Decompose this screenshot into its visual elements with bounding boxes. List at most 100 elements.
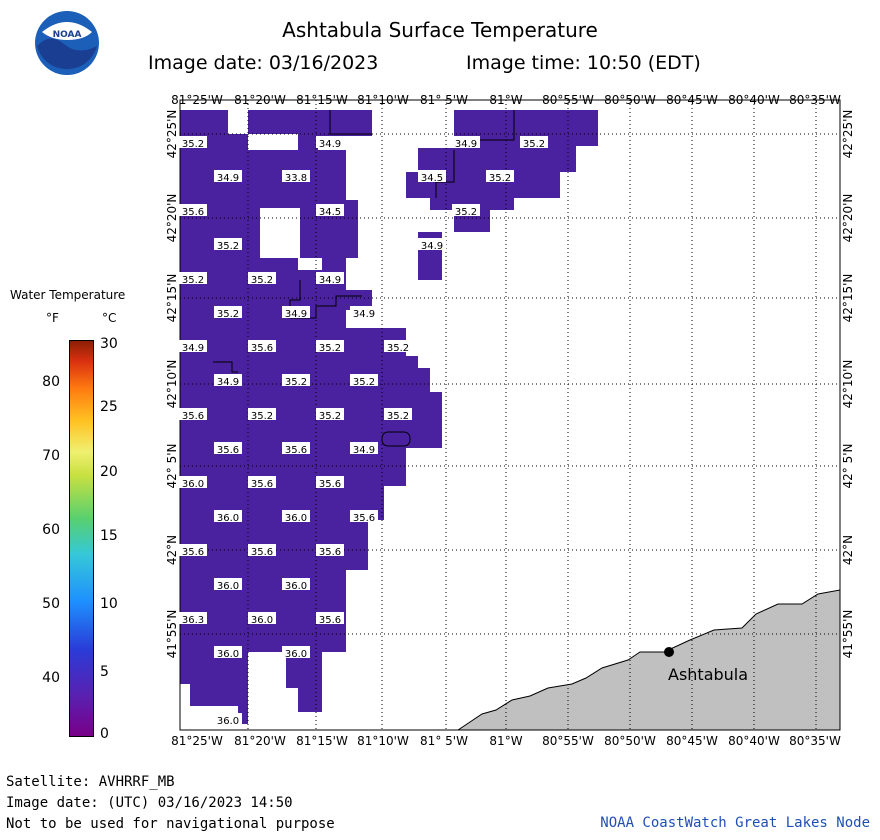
sst-label: 35.2 bbox=[489, 173, 511, 184]
sst-label: 35.2 bbox=[217, 241, 239, 252]
lon-bottom-label: 80°55'W bbox=[542, 734, 594, 748]
lat-right-label: 42°20'N bbox=[841, 194, 855, 243]
city-marker bbox=[664, 647, 674, 657]
sst-label-box bbox=[214, 442, 242, 454]
credit-text: NOAA CoastWatch Great Lakes Node bbox=[600, 815, 870, 831]
sst-label: 35.2 bbox=[217, 309, 239, 320]
sst-label: 35.2 bbox=[387, 343, 409, 354]
sst-label-box bbox=[452, 204, 480, 216]
lon-bottom-label: 80°45'W bbox=[666, 734, 718, 748]
image-time: Image time: 10:50 (EDT) bbox=[466, 52, 701, 74]
c-tick: 0 bbox=[100, 726, 109, 742]
sst-label: 35.6 bbox=[251, 343, 273, 354]
legend-unit-f: °F bbox=[46, 311, 59, 325]
legend-title: Water Temperature bbox=[10, 288, 126, 302]
lat-right-label: 41°55'N bbox=[841, 610, 855, 659]
sst-label-box bbox=[214, 713, 242, 725]
sst-label: 34.9 bbox=[353, 445, 375, 456]
sst-label-box bbox=[179, 340, 207, 352]
lon-top-label: 80°45'W bbox=[666, 93, 718, 107]
sst-label: 36.0 bbox=[217, 513, 239, 524]
lon-top-label: 80°35'W bbox=[789, 93, 841, 107]
sst-label: 35.2 bbox=[182, 275, 204, 286]
lon-top-label: 81°15'W bbox=[296, 93, 348, 107]
sst-label-box bbox=[214, 306, 242, 318]
lon-bottom-label: 81°10'W bbox=[357, 734, 409, 748]
lat-left-label: 42°15'N bbox=[165, 274, 179, 323]
sst-label: 34.9 bbox=[353, 309, 375, 320]
c-tick: 20 bbox=[100, 464, 118, 480]
sst-label-box bbox=[316, 544, 344, 556]
sst-label-box bbox=[214, 374, 242, 386]
legend-colorbar bbox=[69, 340, 94, 737]
utc-date: Image date: (UTC) 03/16/2023 14:50 bbox=[6, 795, 293, 811]
sst-label-box bbox=[316, 340, 344, 352]
f-tick: 80 bbox=[42, 374, 60, 390]
sst-label: 36.0 bbox=[285, 513, 307, 524]
sst-label: 35.6 bbox=[217, 445, 239, 456]
lon-top-label: 81°25'W bbox=[171, 93, 223, 107]
sst-label-box bbox=[282, 510, 310, 522]
lon-bottom-label: 80°40'W bbox=[728, 734, 780, 748]
sst-label-box bbox=[316, 612, 344, 624]
lon-bottom-label: 81°20'W bbox=[234, 734, 286, 748]
sst-label-box bbox=[179, 612, 207, 624]
sst-label: 36.0 bbox=[285, 581, 307, 592]
sst-label: 34.9 bbox=[182, 343, 204, 354]
sst-label-box bbox=[316, 408, 344, 420]
sst-label-box bbox=[418, 238, 446, 250]
sst-label: 36.0 bbox=[182, 479, 204, 490]
sst-label-box bbox=[384, 340, 412, 352]
lat-right-label: 42°15'N bbox=[841, 274, 855, 323]
city-label: Ashtabula bbox=[668, 665, 748, 684]
c-tick: 15 bbox=[100, 528, 118, 544]
sst-label-box bbox=[316, 136, 344, 148]
f-tick: 40 bbox=[42, 670, 60, 686]
sst-label-box bbox=[179, 204, 207, 216]
c-tick: 10 bbox=[100, 596, 118, 612]
sst-label: 34.5 bbox=[421, 173, 443, 184]
lon-bottom-label: 81°25'W bbox=[171, 734, 223, 748]
sst-label: 35.6 bbox=[319, 479, 341, 490]
lon-bottom-label: 81°W bbox=[489, 734, 522, 748]
sst-label: 35.6 bbox=[319, 615, 341, 626]
sst-label: 36.0 bbox=[217, 649, 239, 660]
sst-label-box bbox=[282, 646, 310, 658]
sst-label-box bbox=[179, 136, 207, 148]
f-tick: 70 bbox=[42, 448, 60, 464]
sst-label-box bbox=[179, 476, 207, 488]
sst-label: 36.0 bbox=[217, 581, 239, 592]
sst-label-box bbox=[214, 238, 242, 250]
sst-label: 35.6 bbox=[182, 547, 204, 558]
lat-left-label: 42°N bbox=[165, 535, 179, 565]
disclaimer: Not to be used for navigational purpose bbox=[6, 816, 335, 832]
svg-text:NOAA: NOAA bbox=[53, 30, 82, 40]
sst-label-box bbox=[350, 374, 378, 386]
lon-top-label: 81°20'W bbox=[234, 93, 286, 107]
noaa-logo: NOAA bbox=[34, 10, 100, 76]
lat-left-label: 42°10'N bbox=[165, 360, 179, 409]
sst-label: 36.0 bbox=[251, 615, 273, 626]
lat-left-label: 42°25'N bbox=[165, 110, 179, 159]
f-tick: 50 bbox=[42, 596, 60, 612]
sst-label-box bbox=[282, 306, 310, 318]
c-tick: 30 bbox=[100, 336, 118, 352]
sst-label-box bbox=[214, 510, 242, 522]
legend-unit-c: °C bbox=[102, 311, 117, 325]
sst-label: 36.3 bbox=[182, 615, 204, 626]
sst-label: 35.2 bbox=[319, 411, 341, 422]
sst-label: 35.2 bbox=[455, 207, 477, 218]
sst-label-box bbox=[282, 442, 310, 454]
sst-label-box bbox=[418, 170, 446, 182]
lon-bottom-label: 81°15'W bbox=[296, 734, 348, 748]
sst-labels: 35.2 34.9 34.9 35.2 34.9 33.8 34.5 35.2 35.6 34.5… bbox=[179, 136, 548, 727]
sst-label-box bbox=[350, 442, 378, 454]
sst-label: 35.6 bbox=[182, 411, 204, 422]
lat-right-label: 42°N bbox=[841, 535, 855, 565]
sst-label: 35.2 bbox=[387, 411, 409, 422]
sst-label-box bbox=[248, 544, 276, 556]
sst-label-box bbox=[248, 612, 276, 624]
sst-label: 35.6 bbox=[251, 547, 273, 558]
sst-label: 35.6 bbox=[285, 445, 307, 456]
